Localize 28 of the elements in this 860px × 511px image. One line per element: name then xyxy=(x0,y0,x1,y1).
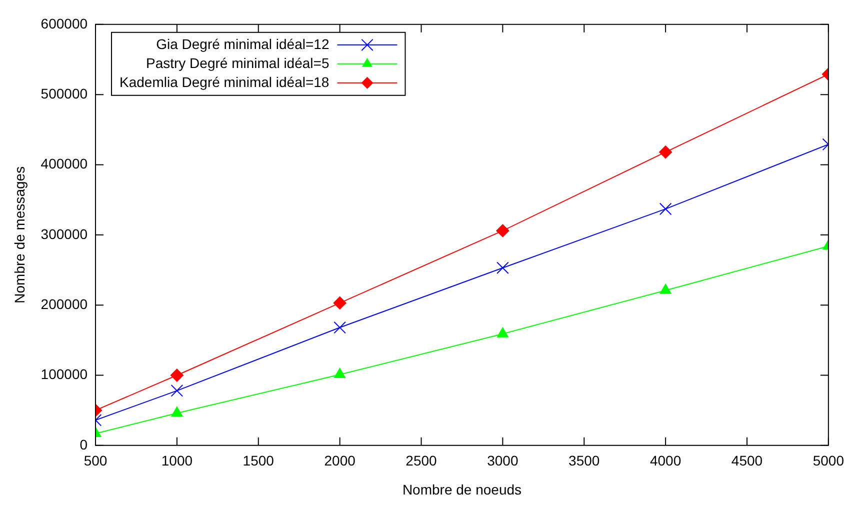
y-tick-label: 200000 xyxy=(40,296,88,312)
x-tick-label: 2500 xyxy=(406,452,438,469)
point xyxy=(496,262,509,274)
y-tick-label: 600000 xyxy=(40,15,88,32)
y-tick-label: 300000 xyxy=(40,226,88,242)
y-tick-label: 400000 xyxy=(40,156,88,172)
legend-label: Gia Degré minimal idéal=12 xyxy=(156,36,330,52)
x-tick-label: 4500 xyxy=(731,452,763,469)
legend-label: Kademlia Degré minimal idéal=18 xyxy=(120,74,330,90)
point xyxy=(334,321,346,334)
x-tick-label: 3500 xyxy=(568,452,600,469)
x-tick-label: 1000 xyxy=(161,452,193,469)
x-tick-label: 500 xyxy=(84,452,108,469)
x-tick-label: 4000 xyxy=(650,452,682,469)
x-tick-label: 2000 xyxy=(324,452,356,469)
point xyxy=(333,296,346,310)
point xyxy=(496,327,508,338)
x-tick-label: 3000 xyxy=(487,452,518,469)
legend-label: Pastry Degré minimal idéal=5 xyxy=(146,54,330,71)
y-tick-label: 0 xyxy=(80,436,88,452)
y-tick-label: 100000 xyxy=(40,366,88,382)
point xyxy=(496,224,510,238)
x-tick-label: 1500 xyxy=(242,452,274,469)
x-axis-title: Nombre de noeuds xyxy=(402,481,522,498)
x-tick-label: 5000 xyxy=(812,452,844,469)
y-axis-title: Nombre de messages xyxy=(11,166,28,304)
point xyxy=(334,368,346,378)
y-tick-label: 500000 xyxy=(40,85,88,102)
